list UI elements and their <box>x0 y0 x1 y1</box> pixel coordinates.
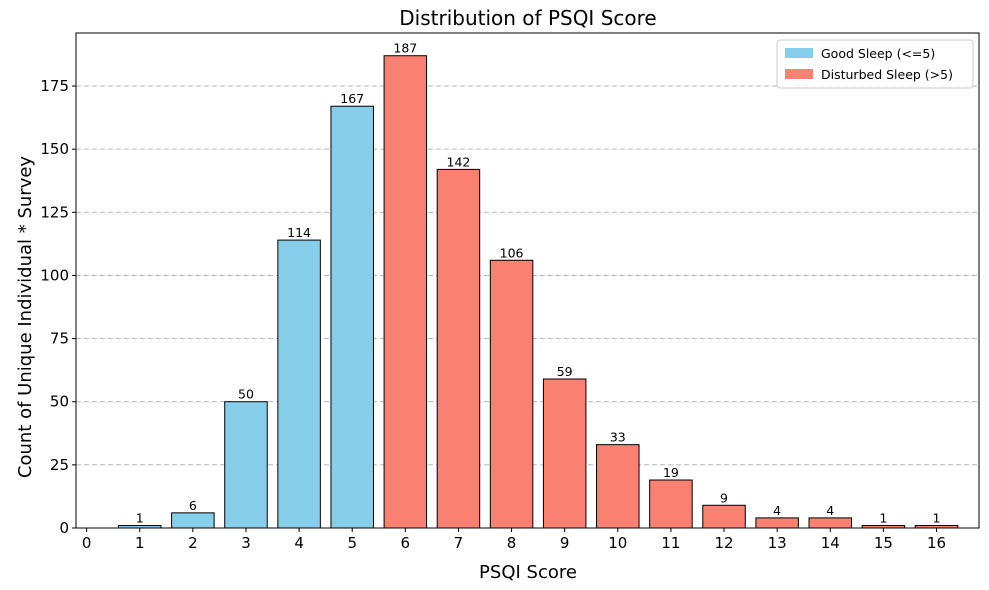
bar-score-3 <box>224 401 268 529</box>
bar-score-10 <box>596 444 640 529</box>
legend: Good Sleep (<=5) Disturbed Sleep (>5) <box>776 39 974 89</box>
bar-score-7 <box>436 168 481 529</box>
x-tick-label: 14 <box>821 534 840 552</box>
bar-score-4 <box>277 239 321 529</box>
bars <box>117 55 959 529</box>
bar-value-label: 1 <box>879 510 887 525</box>
y-axis-title: Count of Unique Individual * Survey <box>15 156 36 479</box>
bar-score-2 <box>171 512 215 529</box>
bar-value-label: 9 <box>720 490 728 505</box>
bar-value-label: 4 <box>826 503 834 518</box>
x-tick-label: 8 <box>507 534 517 552</box>
x-tick-label: 1 <box>135 534 145 552</box>
x-axis: 0 1 2 3 4 5 6 7 8 9 10 11 12 13 14 15 16 <box>82 528 946 552</box>
bar-score-13 <box>755 517 799 529</box>
bar-value-label: 167 <box>340 91 364 106</box>
x-tick-label: 0 <box>82 534 92 552</box>
legend-label-disturbed: Disturbed Sleep (>5) <box>821 67 953 82</box>
plot-frame <box>75 32 980 529</box>
x-tick-label: 2 <box>188 534 198 552</box>
x-tick-label: 3 <box>241 534 251 552</box>
y-tick-label: 150 <box>40 140 69 158</box>
x-tick-label: 15 <box>874 534 893 552</box>
y-tick-label: 100 <box>40 266 69 284</box>
bar-value-label: 4 <box>773 503 781 518</box>
x-tick-label: 4 <box>294 534 304 552</box>
x-tick-label: 11 <box>661 534 680 552</box>
bar-score-11 <box>649 479 693 529</box>
bar-score-9 <box>542 378 587 529</box>
chart-title: Distribution of PSQI Score <box>399 6 656 30</box>
x-tick-label: 7 <box>454 534 464 552</box>
y-tick-label: 125 <box>40 203 69 221</box>
legend-box <box>776 39 974 89</box>
bar-value-label: 6 <box>189 498 197 513</box>
bar-score-8 <box>489 259 534 529</box>
bar-score-6 <box>383 55 428 529</box>
y-tick-label: 25 <box>50 456 69 474</box>
legend-swatch-good <box>785 48 813 58</box>
bar-value-label: 59 <box>557 364 573 379</box>
bar-value-label: 187 <box>393 41 417 56</box>
bar-value-label: 1 <box>136 510 144 525</box>
x-tick-label: 9 <box>560 534 570 552</box>
y-tick-label: 0 <box>59 519 69 537</box>
bar-value-label: 106 <box>500 245 524 260</box>
x-tick-label: 10 <box>608 534 627 552</box>
y-tick-label: 50 <box>50 393 69 411</box>
x-tick-label: 13 <box>768 534 787 552</box>
bar-value-label: 33 <box>610 430 626 445</box>
bar-score-5 <box>330 105 374 529</box>
y-tick-label: 175 <box>40 77 69 95</box>
y-tick-label: 75 <box>50 330 69 348</box>
legend-swatch-disturbed <box>785 69 813 79</box>
x-tick-label: 5 <box>347 534 357 552</box>
bar-score-12 <box>702 504 746 529</box>
x-axis-title: PSQI Score <box>479 562 577 583</box>
x-tick-label: 12 <box>714 534 733 552</box>
bar-labels: 1 6 50 114 167 187 142 106 59 33 19 9 4 4 1 1 <box>136 41 941 526</box>
legend-label-good: Good Sleep (<=5) <box>821 46 935 61</box>
bar-value-label: 50 <box>238 387 254 402</box>
bar-score-14 <box>808 517 853 529</box>
x-tick-label: 6 <box>401 534 411 552</box>
x-tick-label: 16 <box>927 534 946 552</box>
bar-value-label: 1 <box>933 510 941 525</box>
bar-value-label: 114 <box>287 225 311 240</box>
bar-value-label: 19 <box>663 465 679 480</box>
y-axis: 0 25 50 75 100 125 150 175 <box>40 77 76 537</box>
bar-value-label: 142 <box>447 154 471 169</box>
